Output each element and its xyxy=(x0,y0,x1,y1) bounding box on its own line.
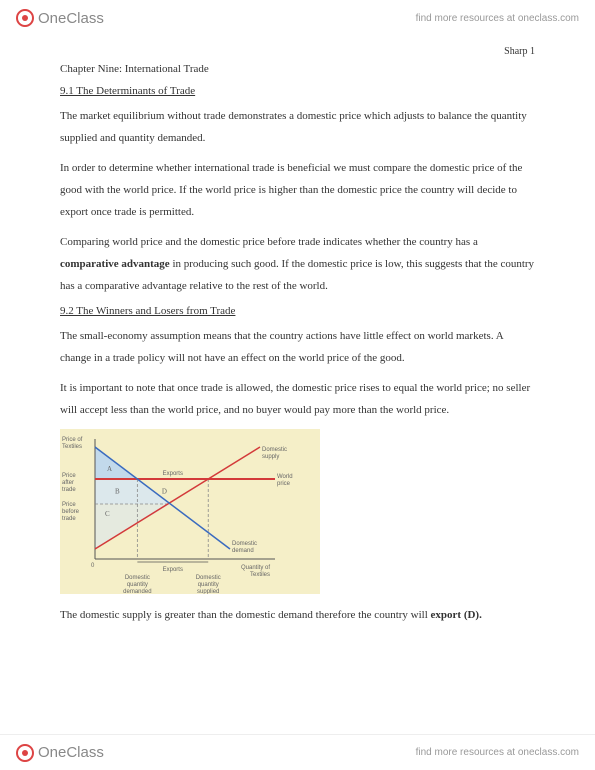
svg-text:World: World xyxy=(277,474,293,480)
chart-svg: Price ofTextilesQuantity ofTextilesPrice… xyxy=(60,429,320,594)
svg-text:quantity: quantity xyxy=(127,582,148,588)
paragraph: In order to determine whether internatio… xyxy=(60,157,535,223)
svg-text:Domestic: Domestic xyxy=(232,541,257,547)
page-content: Sharp 1 Chapter Nine: International Trad… xyxy=(0,36,595,644)
paragraph: The domestic supply is greater than the … xyxy=(60,604,535,626)
bold-term: export (D). xyxy=(431,609,482,621)
bold-term: comparative advantage xyxy=(60,258,170,270)
paragraph: Comparing world price and the domestic p… xyxy=(60,231,535,297)
header-resources-link[interactable]: find more resources at oneclass.com xyxy=(416,13,579,24)
svg-text:supply: supply xyxy=(262,454,279,460)
page-number-label: Sharp 1 xyxy=(60,46,535,57)
section-heading-9-2: 9.2 The Winners and Losers from Trade xyxy=(60,305,535,317)
svg-text:Domestic: Domestic xyxy=(262,447,287,453)
paragraph: The market equilibrium without trade dem… xyxy=(60,105,535,149)
svg-text:demand: demand xyxy=(232,548,254,554)
svg-text:Price: Price xyxy=(62,502,76,508)
svg-text:after: after xyxy=(62,480,74,486)
svg-text:B: B xyxy=(115,488,120,496)
svg-text:price: price xyxy=(277,481,291,487)
logo-text: OneClass xyxy=(38,10,104,27)
svg-text:Exports: Exports xyxy=(163,567,183,573)
logo-icon xyxy=(16,9,34,27)
header-bar: OneClass find more resources at oneclass… xyxy=(0,0,595,36)
svg-text:quantity: quantity xyxy=(198,582,219,588)
svg-text:Textiles: Textiles xyxy=(250,572,270,578)
svg-text:Domestic: Domestic xyxy=(196,575,221,581)
footer-bar: OneClass find more resources at oneclass… xyxy=(0,734,595,770)
paragraph: The small-economy assumption means that … xyxy=(60,325,535,369)
svg-text:Price of: Price of xyxy=(62,437,83,443)
logo-text: OneClass xyxy=(38,744,104,761)
section-heading-9-1: 9.1 The Determinants of Trade xyxy=(60,85,535,97)
trade-chart: Price ofTextilesQuantity ofTextilesPrice… xyxy=(60,429,320,594)
footer-resources-link[interactable]: find more resources at oneclass.com xyxy=(416,747,579,758)
svg-text:before: before xyxy=(62,509,80,515)
svg-text:A: A xyxy=(107,465,112,473)
svg-text:Quantity of: Quantity of xyxy=(241,565,270,571)
svg-text:supplied: supplied xyxy=(197,589,219,594)
svg-text:trade: trade xyxy=(62,487,76,493)
svg-text:trade: trade xyxy=(62,516,76,522)
brand-logo-footer: OneClass xyxy=(16,744,104,762)
text-run: The domestic supply is greater than the … xyxy=(60,609,431,621)
chapter-title: Chapter Nine: International Trade xyxy=(60,63,535,75)
svg-text:D: D xyxy=(162,488,167,496)
paragraph: It is important to note that once trade … xyxy=(60,377,535,421)
svg-text:demanded: demanded xyxy=(123,589,151,594)
text-run: Comparing world price and the domestic p… xyxy=(60,236,478,248)
svg-text:Price: Price xyxy=(62,473,76,479)
brand-logo: OneClass xyxy=(16,9,104,27)
logo-icon xyxy=(16,744,34,762)
svg-text:C: C xyxy=(105,510,110,518)
svg-text:Textiles: Textiles xyxy=(62,444,82,450)
svg-text:Exports: Exports xyxy=(163,471,183,477)
svg-text:Domestic: Domestic xyxy=(125,575,150,581)
